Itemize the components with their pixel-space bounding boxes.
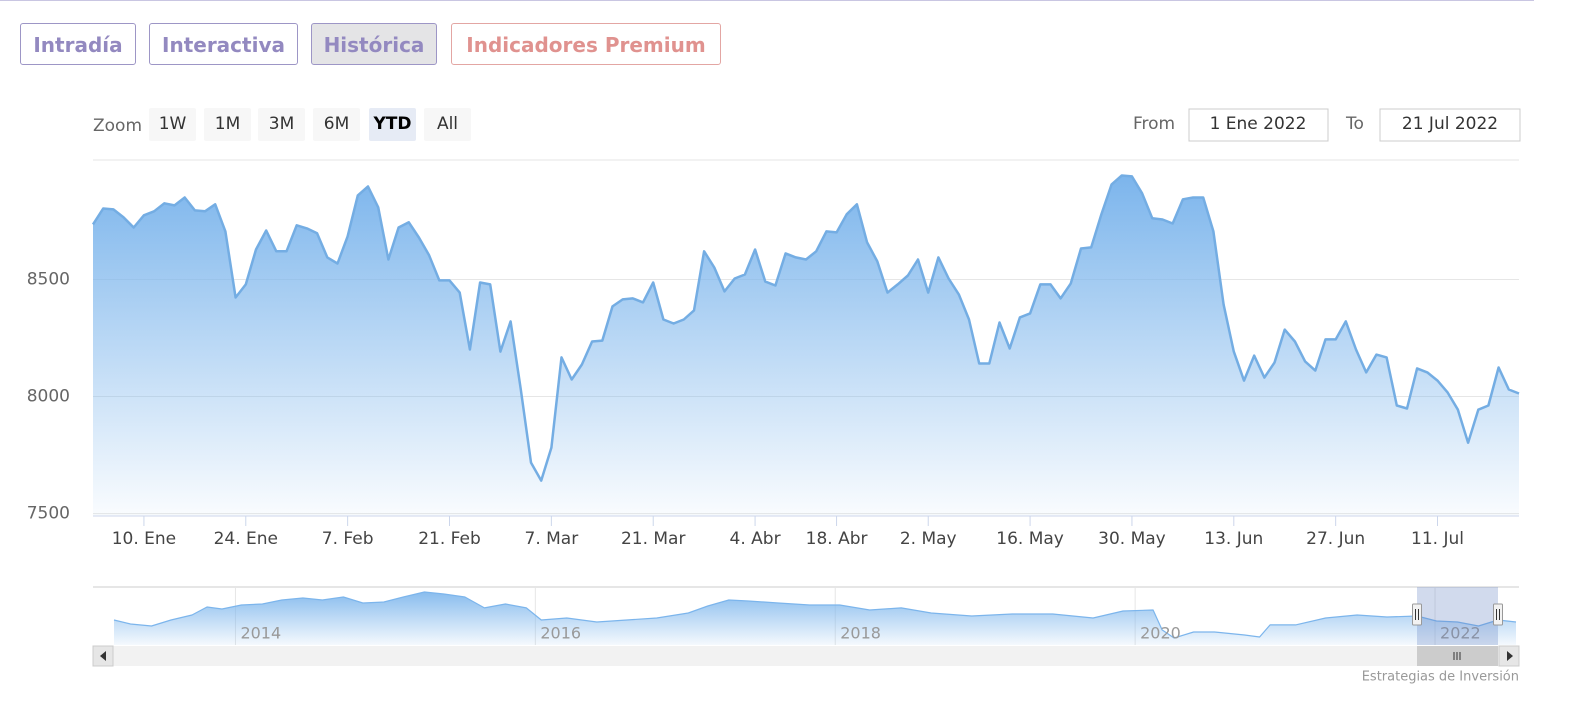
from-value: 1 Ene 2022 xyxy=(1210,114,1307,134)
scroll-right-arrow xyxy=(1507,651,1513,661)
tab[interactable]: Indicadores Premium xyxy=(451,23,721,65)
zoom-button-bg xyxy=(313,108,360,141)
to-label: To xyxy=(1345,114,1364,134)
zoom-button-label: 6M xyxy=(324,114,349,134)
x-tick-label: 4. Abr xyxy=(730,529,781,549)
tab[interactable]: Interactiva xyxy=(149,23,298,65)
x-tick-label: 11. Jul xyxy=(1411,529,1464,549)
navigator-tick-label: 2016 xyxy=(540,624,581,643)
tab[interactable]: Intradía xyxy=(20,23,136,65)
zoom-button[interactable]: All xyxy=(424,108,471,141)
zoom-button-label: 1W xyxy=(159,114,187,134)
navigator-tick-label: 2020 xyxy=(1140,624,1181,643)
x-tick-label: 7. Mar xyxy=(525,529,579,549)
scroll-left-arrow xyxy=(100,651,106,661)
zoom-button[interactable]: 1W xyxy=(149,108,196,141)
zoom-button[interactable]: YTD xyxy=(369,108,416,141)
y-tick-label: 8000 xyxy=(27,387,70,407)
area-line xyxy=(113,591,1517,639)
x-tick-label: 24. Ene xyxy=(214,529,278,549)
scrollbar-track xyxy=(93,646,1519,666)
zoom-label: Zoom xyxy=(93,116,142,136)
zoom-button-label: 1M xyxy=(215,114,240,134)
area-fill xyxy=(114,592,1516,645)
tab[interactable]: Histórica xyxy=(311,23,437,65)
x-tick-label: 16. May xyxy=(996,529,1064,549)
credit: Estrategias de Inversión xyxy=(1362,670,1519,685)
x-tick-label: 10. Ene xyxy=(112,529,176,549)
zoom-button-bg xyxy=(149,108,196,141)
area-line xyxy=(91,174,1520,482)
navigator-tick-label: 2014 xyxy=(240,624,281,643)
zoom-button-label: YTD xyxy=(372,114,411,134)
x-tick-label: 21. Feb xyxy=(418,529,481,549)
zoom-button-bg xyxy=(369,108,416,141)
x-tick-label: 2. May xyxy=(900,529,957,549)
x-tick-label: 30. May xyxy=(1098,529,1166,549)
navigator-tick-label: 2022 xyxy=(1440,624,1481,643)
zoom-button-label: 3M xyxy=(269,114,294,134)
navigator-handle[interactable] xyxy=(1412,603,1422,626)
navigator-handle[interactable] xyxy=(1493,603,1503,626)
to-input[interactable] xyxy=(1379,108,1521,142)
y-tick-label: 7500 xyxy=(27,504,70,524)
top-rule xyxy=(0,0,1534,1)
x-tick-label: 18. Abr xyxy=(806,529,868,549)
handle-body xyxy=(1412,603,1422,626)
zoom-button[interactable]: 6M xyxy=(313,108,360,141)
area-fill xyxy=(93,175,1519,516)
zoom-button-bg xyxy=(258,108,305,141)
x-tick-label: 7. Feb xyxy=(322,529,374,549)
x-tick-label: 27. Jun xyxy=(1306,529,1365,549)
zoom-button-label: All xyxy=(437,114,458,134)
y-tick-label: 8500 xyxy=(27,269,70,289)
zoom-button-bg xyxy=(424,108,471,141)
navigator-mask xyxy=(1417,587,1498,645)
zoom-button-bg xyxy=(204,108,251,141)
zoom-button[interactable]: 3M xyxy=(258,108,305,141)
handle-body xyxy=(1493,603,1503,626)
navigator-tick-label: 2018 xyxy=(840,624,881,643)
zoom-button[interactable]: 1M xyxy=(204,108,251,141)
from-label: From xyxy=(1133,114,1175,134)
from-input[interactable] xyxy=(1188,108,1329,142)
x-tick-label: 21. Mar xyxy=(621,529,686,549)
x-tick-label: 13. Jun xyxy=(1204,529,1263,549)
to-value: 21 Jul 2022 xyxy=(1402,114,1498,134)
